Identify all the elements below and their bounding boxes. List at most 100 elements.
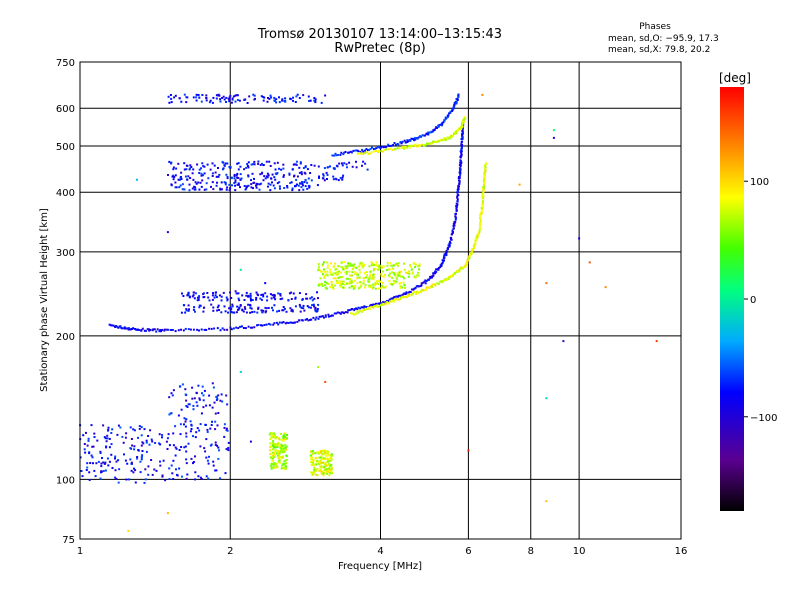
data-point (331, 466, 333, 469)
data-point (102, 424, 105, 427)
data-point (136, 328, 139, 331)
data-point (366, 308, 369, 311)
data-point (223, 423, 226, 426)
data-point (316, 291, 318, 294)
data-point (159, 329, 162, 331)
data-point (336, 165, 339, 168)
data-point (440, 263, 443, 266)
data-point (354, 270, 357, 273)
data-point (259, 297, 262, 300)
data-point (285, 310, 288, 313)
data-point (212, 96, 215, 99)
data-point (271, 454, 274, 457)
data-point (272, 464, 275, 467)
data-point (286, 185, 289, 187)
data-point (308, 186, 311, 189)
data-point (405, 296, 408, 299)
data-point (320, 465, 323, 468)
data-point (249, 311, 252, 314)
data-point (285, 459, 288, 461)
data-point (185, 435, 188, 438)
data-point (305, 297, 308, 300)
data-point (211, 298, 214, 301)
data-point (387, 301, 390, 304)
data-point (266, 100, 269, 103)
data-point (392, 148, 395, 151)
data-point (275, 321, 278, 324)
data-point (140, 426, 143, 429)
data-point (324, 273, 327, 276)
data-point (281, 450, 284, 453)
data-point (333, 167, 336, 170)
data-point (266, 172, 269, 175)
data-point (416, 285, 419, 287)
data-point (166, 512, 169, 515)
data-point (448, 244, 451, 247)
data-point (457, 129, 460, 132)
data-point (219, 98, 222, 101)
data-point (217, 394, 220, 397)
data-point (271, 451, 274, 454)
data-point (300, 173, 303, 176)
data-point (479, 213, 482, 216)
data-point (604, 286, 607, 289)
data-point (104, 469, 107, 472)
data-point (447, 244, 450, 247)
data-point (204, 423, 207, 426)
data-point (358, 152, 361, 155)
data-point (413, 291, 416, 294)
data-point (186, 294, 189, 297)
data-point (198, 397, 201, 400)
data-point (340, 285, 343, 288)
data-point (254, 97, 256, 100)
data-point (235, 311, 238, 314)
data-point (117, 424, 120, 427)
data-point (247, 161, 250, 164)
data-point (424, 279, 427, 282)
data-point (261, 162, 263, 165)
data-point (281, 98, 284, 101)
data-point (416, 145, 419, 148)
data-point (473, 247, 476, 249)
data-point (474, 240, 477, 242)
data-point (200, 478, 203, 480)
data-point (321, 315, 324, 318)
data-point (141, 450, 144, 452)
data-point (335, 154, 338, 157)
data-point (336, 154, 339, 156)
data-point (171, 175, 174, 178)
data-point (448, 136, 451, 139)
data-point (223, 426, 226, 429)
data-point (249, 297, 252, 300)
data-point (284, 468, 287, 471)
data-point (221, 188, 223, 191)
data-point (339, 312, 342, 315)
data-point (153, 328, 156, 331)
data-point (110, 453, 113, 456)
data-point (405, 292, 408, 295)
data-point (342, 153, 345, 156)
data-point (343, 283, 346, 286)
colorbar-tick-label: −100 (750, 413, 777, 424)
data-point (483, 185, 486, 188)
data-point (399, 294, 402, 297)
data-point (285, 454, 288, 457)
data-point (443, 256, 446, 259)
data-point (380, 274, 383, 277)
data-point (332, 272, 335, 275)
data-point (329, 271, 332, 274)
data-point (433, 128, 436, 131)
data-point (216, 296, 218, 299)
data-point (185, 101, 188, 104)
data-point (457, 184, 460, 187)
data-point (194, 478, 197, 481)
data-point (223, 305, 226, 308)
data-point (348, 161, 351, 164)
data-point (378, 279, 381, 282)
data-point (300, 306, 303, 309)
data-point (269, 465, 272, 468)
data-point (409, 144, 412, 147)
data-point (144, 468, 147, 471)
data-point (310, 450, 312, 453)
data-point (417, 271, 420, 274)
